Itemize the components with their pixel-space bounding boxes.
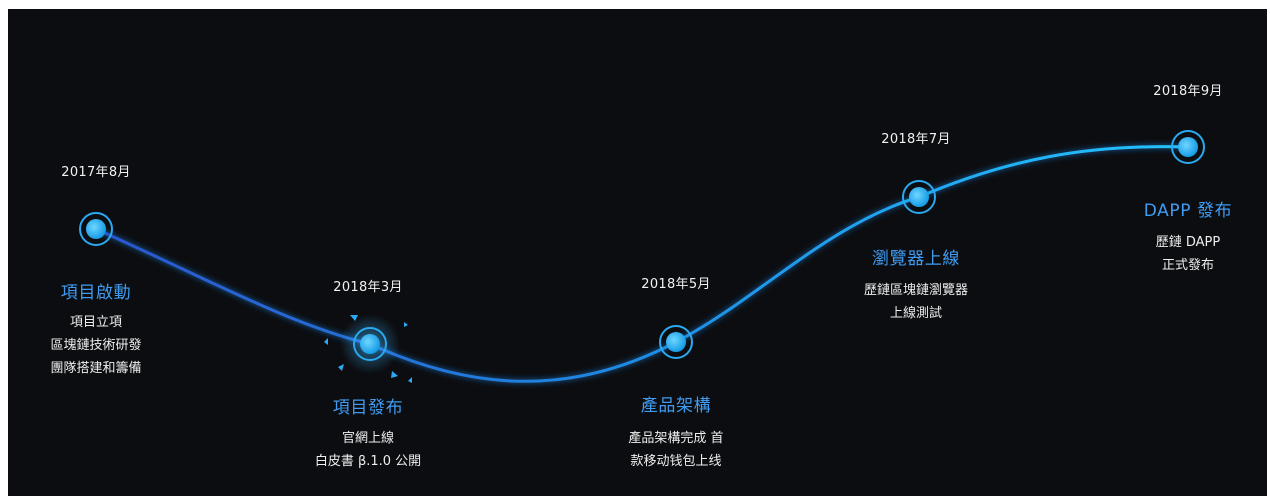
milestone-3-date: 2018年5月 bbox=[641, 277, 711, 292]
milestone-3-title: 產品架構 bbox=[640, 396, 712, 416]
milestone-4-date: 2018年7月 bbox=[881, 132, 951, 147]
milestone-1-date: 2017年8月 bbox=[61, 165, 131, 180]
milestone-5-title: DAPP 發布 bbox=[1143, 201, 1233, 221]
milestone-5-line-2: 正式發布 bbox=[1161, 258, 1214, 273]
active-node-sparkles bbox=[324, 315, 412, 383]
roadmap-timeline: 2017年8月 項目啟動 項目立項 區塊鏈技術研發 團隊搭建和籌備 2018年3… bbox=[8, 9, 1267, 496]
milestone-2-line-1: 官網上線 bbox=[341, 431, 394, 446]
milestone-1-line-3: 團隊搭建和籌備 bbox=[50, 361, 142, 376]
milestone-3-description: 產品架構完成 首 款移动钱包上线 bbox=[576, 427, 776, 473]
milestone-1-line-2: 區塊鏈技術研發 bbox=[50, 338, 142, 353]
milestone-5-line-1: 歷鏈 DAPP bbox=[1155, 235, 1221, 250]
milestone-4-line-2: 上線測試 bbox=[889, 306, 942, 321]
milestone-2-line-2: 白皮書 β.1.0 公開 bbox=[314, 454, 422, 469]
timeline-curve-canvas bbox=[79, 130, 1205, 385]
milestone-5-description: 歷鏈 DAPP 正式發布 bbox=[1088, 231, 1267, 277]
node-5[interactable] bbox=[1171, 130, 1205, 164]
milestone-2-description: 官網上線 白皮書 β.1.0 公開 bbox=[268, 427, 468, 473]
node-3[interactable] bbox=[659, 325, 693, 359]
milestone-4-title: 瀏覽器上線 bbox=[872, 249, 960, 269]
milestone-1-title: 項目啟動 bbox=[60, 283, 132, 303]
node-4[interactable] bbox=[902, 180, 936, 214]
milestone-3-line-1: 產品架構完成 首 bbox=[628, 431, 724, 446]
milestone-3-line-2: 款移动钱包上线 bbox=[630, 454, 722, 469]
node-1[interactable] bbox=[79, 212, 113, 246]
milestone-5-date: 2018年9月 bbox=[1153, 84, 1223, 99]
timeline-curve bbox=[95, 145, 1189, 383]
node-2[interactable] bbox=[353, 327, 387, 361]
milestone-2-date: 2018年3月 bbox=[333, 280, 403, 295]
milestone-4-description: 歷鏈區塊鏈瀏覽器 上線測試 bbox=[816, 279, 1016, 325]
milestone-4-line-1: 歷鏈區塊鏈瀏覽器 bbox=[863, 283, 968, 298]
milestone-1-description: 項目立項 區塊鏈技術研發 團隊搭建和籌備 bbox=[16, 311, 176, 380]
timeline-curve-glow bbox=[94, 143, 1189, 385]
milestone-1-line-1: 項目立項 bbox=[69, 315, 122, 330]
milestone-2-title: 項目發布 bbox=[332, 398, 404, 418]
